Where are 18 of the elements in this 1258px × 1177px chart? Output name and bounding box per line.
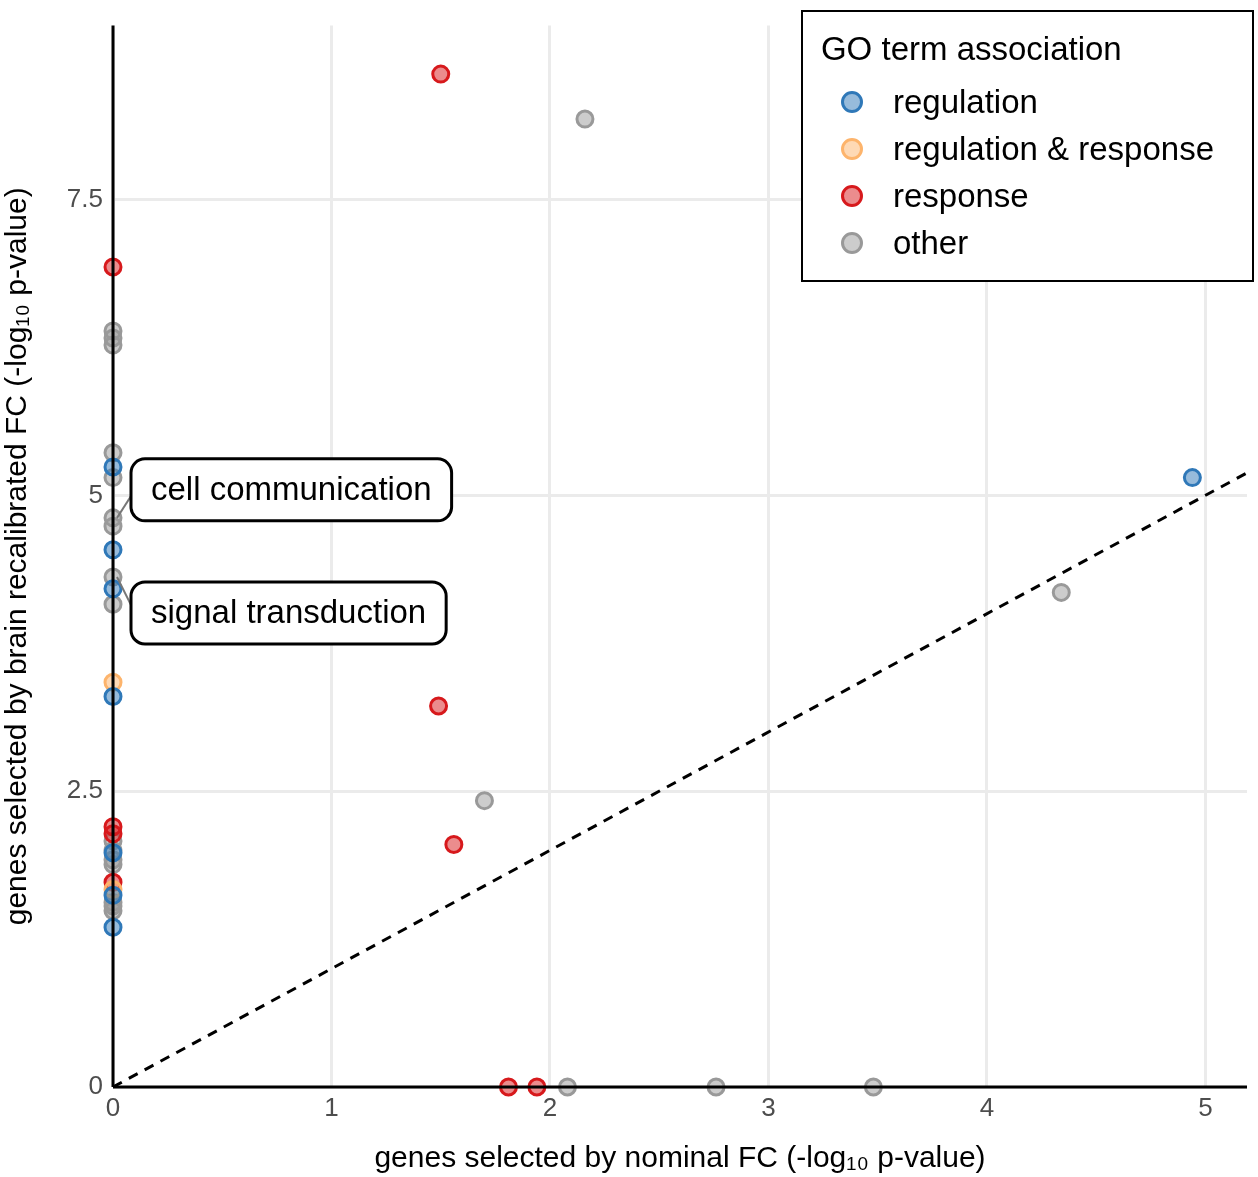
annotation: signal transduction <box>151 593 427 631</box>
annotation: cell communication <box>151 469 432 507</box>
x-axis-title: genes selected by nominal FC (-log₁₀ p-value) <box>374 1140 986 1174</box>
legend-label: response <box>892 176 1029 215</box>
y-axis-title: genes selected by brain recalibrated FC (-log₁₀ p-value) <box>0 187 33 926</box>
y-tick-label: 7.5 <box>66 182 103 213</box>
legend-label: regulation <box>892 82 1038 121</box>
y-tick-label: 0 <box>88 1070 103 1101</box>
x-tick-label: 4 <box>979 1091 995 1122</box>
legend-label: regulation & response <box>892 129 1214 168</box>
y-tick-label: 5 <box>88 478 103 509</box>
legend-label: other <box>892 223 969 262</box>
x-tick-label: 2 <box>542 1091 558 1122</box>
x-tick-label: 5 <box>1198 1091 1213 1122</box>
x-tick-label: 1 <box>324 1091 339 1122</box>
y-tick-label: 2.5 <box>66 774 103 805</box>
x-tick-label: 3 <box>761 1091 776 1122</box>
legend-title: GO term association <box>820 30 1123 68</box>
